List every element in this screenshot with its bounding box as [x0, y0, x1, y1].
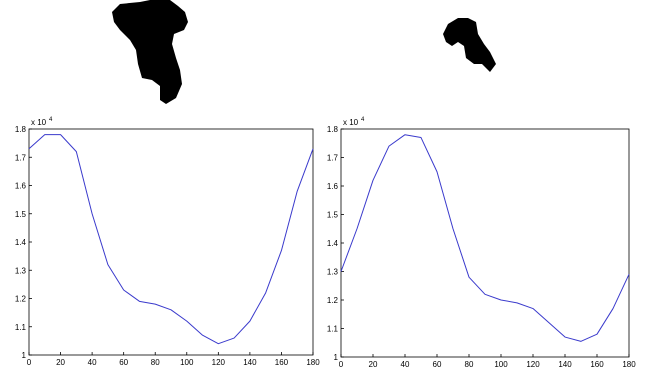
line-series	[341, 135, 629, 342]
y-tick-label: 1.3	[327, 268, 339, 277]
y-tick-label: 1.8	[327, 125, 339, 134]
x-tick-label: 160	[590, 360, 604, 369]
x-tick-label: 180	[622, 360, 636, 369]
x-tick-label: 180	[306, 358, 320, 367]
x-tick-label: 160	[275, 358, 289, 367]
x-tick-label: 60	[119, 358, 128, 367]
figure: 11.11.21.31.41.51.61.71.8020406080100120…	[0, 0, 646, 375]
y-tick-label: 1.1	[327, 325, 339, 334]
axes-box	[341, 129, 629, 357]
x-tick-label: 60	[433, 360, 442, 369]
x-tick-label: 0	[27, 358, 32, 367]
y-tick-label: 1.7	[15, 153, 27, 162]
x-tick-label: 40	[88, 358, 97, 367]
x-tick-label: 20	[369, 360, 378, 369]
x-tick-label: 40	[401, 360, 410, 369]
y-tick-label: 1.3	[15, 266, 27, 275]
x-tick-label: 80	[151, 358, 160, 367]
y-tick-label: 1.5	[15, 210, 27, 219]
y-tick-label: 1.4	[15, 238, 27, 247]
y-tick-label: 1.8	[15, 125, 27, 134]
y-scale-base: x 10	[31, 118, 47, 127]
y-scale-exponent: 4	[49, 117, 53, 123]
line-series	[29, 135, 313, 344]
y-tick-label: 1.7	[327, 154, 339, 163]
x-tick-label: 120	[526, 360, 540, 369]
x-tick-label: 80	[465, 360, 474, 369]
shape-image	[112, 0, 188, 104]
y-tick-label: 1.1	[15, 323, 27, 332]
x-tick-label: 140	[558, 360, 572, 369]
x-tick-label: 0	[339, 360, 344, 369]
y-tick-label: 1.6	[327, 182, 339, 191]
x-tick-label: 20	[56, 358, 65, 367]
y-tick-label: 1.4	[327, 239, 339, 248]
y-tick-label: 1.6	[15, 182, 27, 191]
y-tick-label: 1.5	[327, 211, 339, 220]
axes-box	[29, 129, 313, 355]
y-scale-base: x 10	[343, 118, 359, 127]
x-tick-label: 140	[243, 358, 257, 367]
y-tick-label: 1.2	[327, 296, 339, 305]
x-tick-label: 100	[494, 360, 508, 369]
x-tick-label: 120	[212, 358, 226, 367]
y-tick-label: 1.2	[15, 295, 27, 304]
y-scale-exponent: 4	[361, 117, 365, 123]
shape-image	[443, 18, 496, 72]
x-tick-label: 100	[180, 358, 194, 367]
